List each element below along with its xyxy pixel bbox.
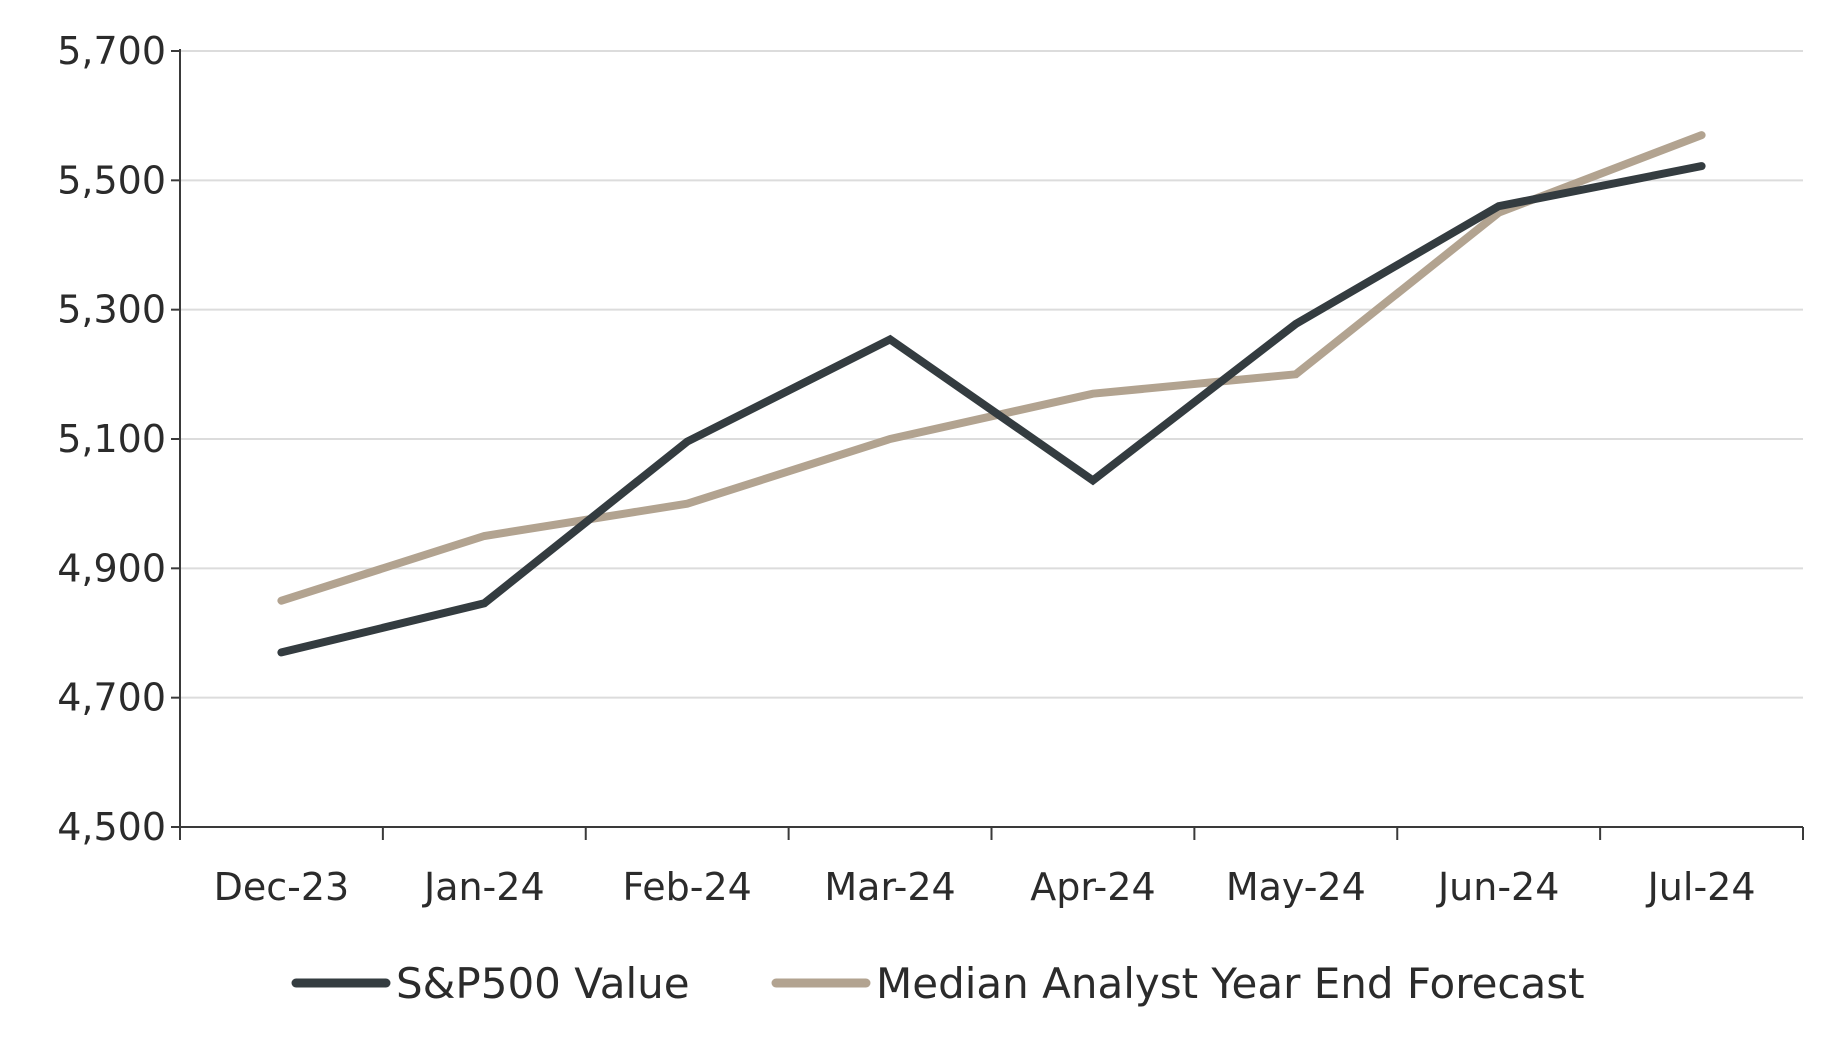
y-tick-label: 5,500 xyxy=(57,158,166,202)
x-tick-label: May-24 xyxy=(1226,865,1366,909)
y-tick-label: 5,100 xyxy=(57,417,166,461)
x-tick-label: Apr-24 xyxy=(1030,865,1155,909)
series-line-sp500-value xyxy=(277,162,1706,657)
x-tick-label: Jun-24 xyxy=(1436,865,1559,909)
x-tick-label: Dec-23 xyxy=(214,865,350,909)
y-tick-label: 4,900 xyxy=(57,546,166,590)
series-lines xyxy=(277,131,1706,657)
x-axis-tick-labels: Dec-23 Jan-24 Feb-24 Mar-24 Apr-24 May-24 Jun-… xyxy=(214,865,1756,909)
gridlines xyxy=(180,50,1803,699)
x-tick-label: Jan-24 xyxy=(422,865,545,909)
legend-label-median-forecast: Median Analyst Year End Forecast xyxy=(876,959,1585,1008)
x-tick-label: Mar-24 xyxy=(824,865,955,909)
legend: S&P500 Value Median Analyst Year End Fore… xyxy=(291,959,1585,1008)
y-tick-label: 5,700 xyxy=(57,29,166,73)
series-line-median-forecast xyxy=(277,131,1706,605)
legend-label-sp500-value: S&P500 Value xyxy=(396,959,690,1008)
axes xyxy=(171,49,1804,840)
x-tick-label: Feb-24 xyxy=(623,865,752,909)
y-tick-label: 5,300 xyxy=(57,288,166,332)
x-tick-label: Jul-24 xyxy=(1646,865,1756,909)
y-axis-tick-labels: 4,500 4,700 4,900 5,100 5,300 5,500 5,700 xyxy=(57,29,166,849)
y-tick-label: 4,500 xyxy=(57,805,166,849)
y-tick-label: 4,700 xyxy=(57,676,166,720)
